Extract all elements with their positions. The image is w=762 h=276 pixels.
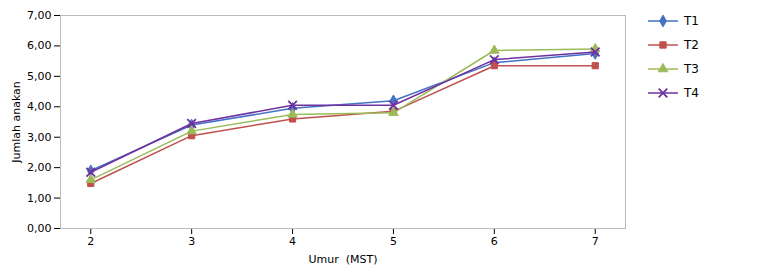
svg-text:0,00: 0,00	[27, 222, 52, 235]
svg-text:5,00: 5,00	[27, 70, 52, 83]
svg-text:7: 7	[592, 235, 599, 248]
svg-text:2: 2	[87, 235, 94, 248]
svg-text:1,00: 1,00	[27, 192, 52, 205]
html-text:T3: T3	[684, 62, 699, 76]
svg-text:6: 6	[491, 235, 498, 248]
svg-text:3: 3	[188, 235, 195, 248]
svg-text:7,00: 7,00	[27, 9, 52, 22]
html-text:T1: T1	[684, 14, 699, 28]
svg-text:6,00: 6,00	[27, 39, 52, 52]
svg-text:5: 5	[390, 235, 397, 248]
svg-text:2,00: 2,00	[27, 161, 52, 174]
svg-text:4,00: 4,00	[27, 100, 52, 113]
svg-text:3,00: 3,00	[27, 131, 52, 144]
html-text:T2: T2	[684, 38, 699, 52]
svg-text:Umur (MST): Umur (MST)	[308, 253, 377, 266]
svg-text:Jumlah anakan: Jumlah anakan	[10, 81, 23, 164]
svg-text:4: 4	[289, 235, 296, 248]
html-text:T4: T4	[684, 86, 699, 100]
